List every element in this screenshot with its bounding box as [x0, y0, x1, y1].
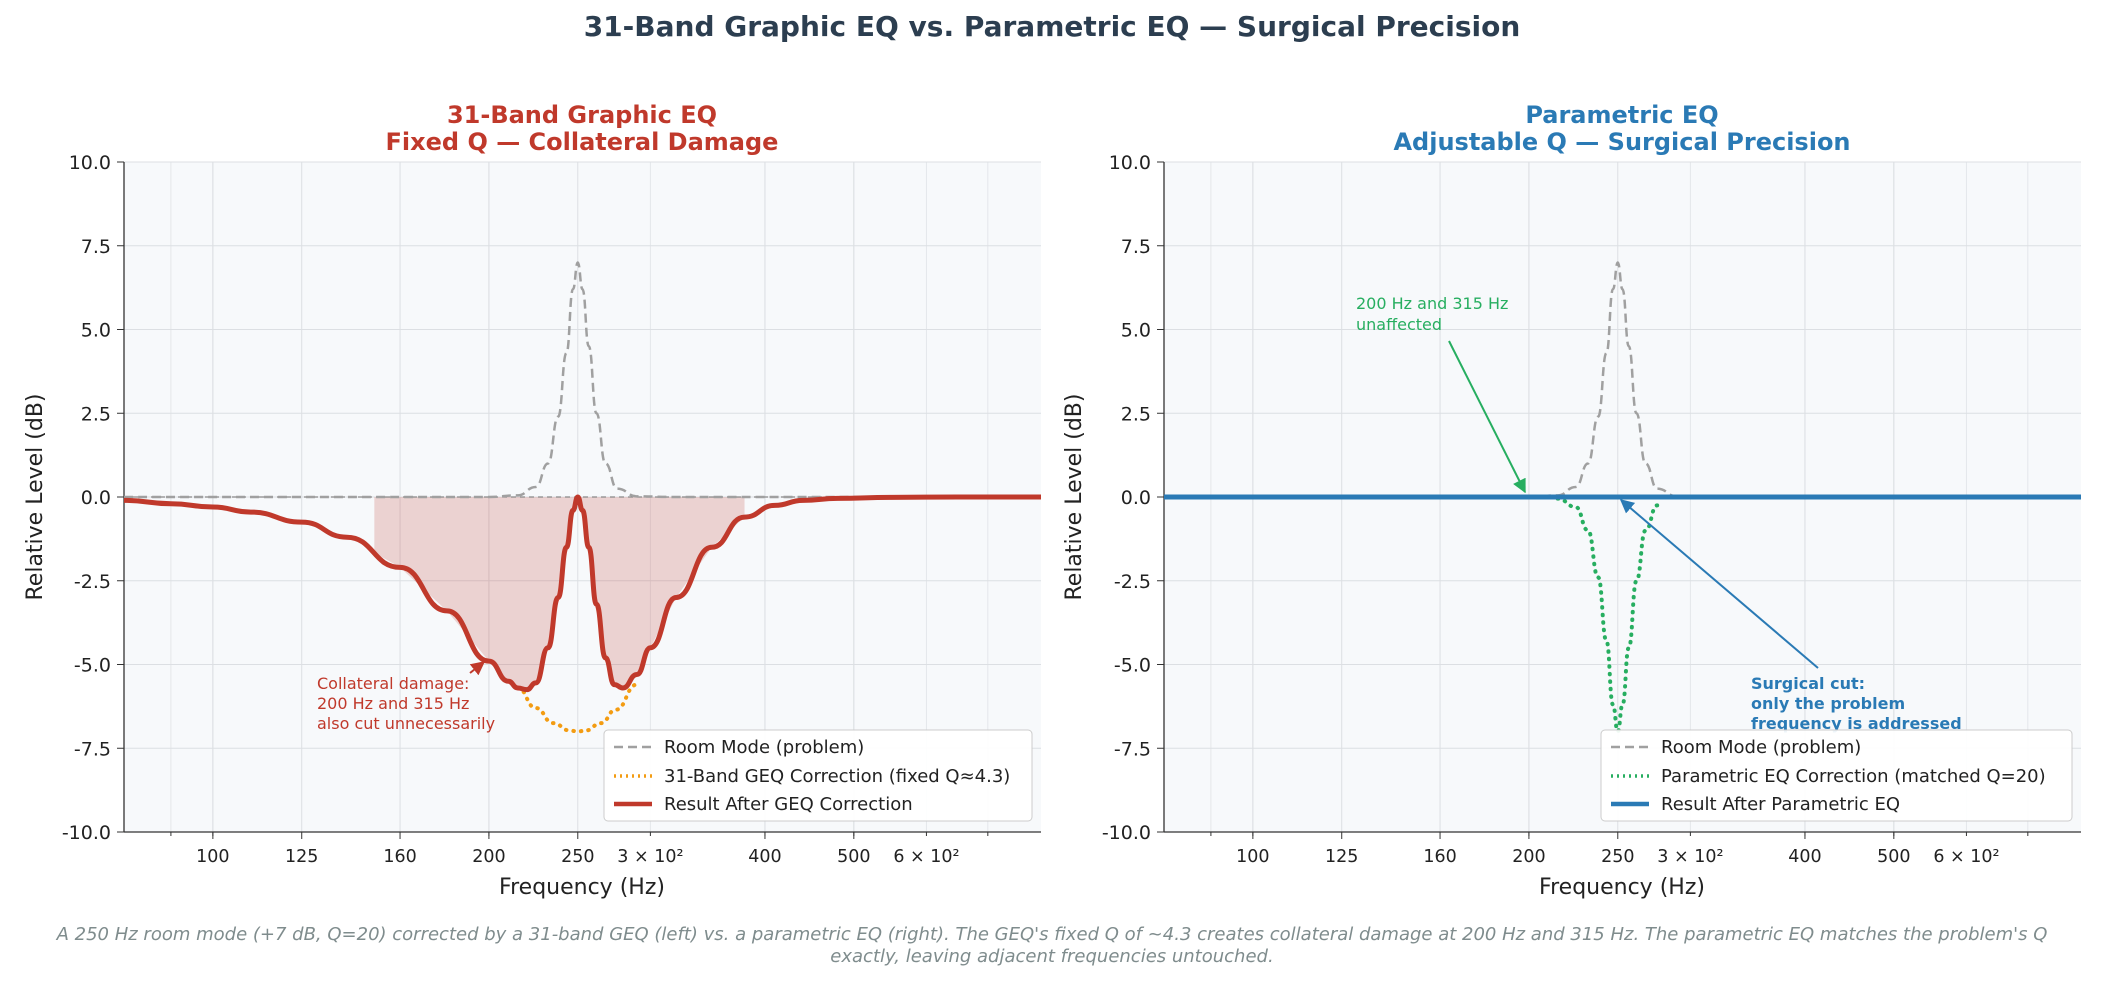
geq-x-tick-label: 200	[472, 847, 505, 867]
peq-y-tick-label: 2.5	[1121, 403, 1151, 425]
right-legend-box	[1600, 729, 2073, 822]
peq-y-tick-label: -2.5	[1114, 571, 1151, 593]
surgical-cut-note-line1: Surgical cut:	[1751, 674, 1865, 693]
peq-y-tick-label: 7.5	[1121, 236, 1151, 258]
left-x-axis-label: Frequency (Hz)	[499, 875, 665, 900]
right-x-axis-label: Frequency (Hz)	[1539, 875, 1705, 900]
legend-label-peq-result: Result After Parametric EQ	[1661, 794, 1900, 815]
surgical-cut-note-line2: only the problem	[1751, 694, 1905, 713]
geq-collateral-shading	[374, 497, 745, 690]
geq-y-tick-label: -5.0	[74, 655, 111, 677]
legend-label-peq-correction: Parametric EQ Correction (matched Q=20)	[1661, 766, 2046, 787]
geq-y-tick-label: 7.5	[81, 236, 111, 258]
peq-y-tick-label: -10.0	[1102, 822, 1151, 844]
geq-curves	[124, 261, 1041, 734]
geq-x-tick-label: 500	[837, 847, 870, 867]
geq-correction-line	[515, 682, 639, 734]
collateral-damage-note-line2: 200 Hz and 315 Hz	[317, 694, 469, 713]
left-legend-box	[603, 729, 1033, 822]
left-panel-subtitle: Fixed Q — Collateral Damage	[386, 128, 779, 156]
geq-result-line	[124, 494, 1041, 693]
geq-x-tick-label: 160	[383, 847, 416, 867]
right-y-axis-label: Relative Level (dB)	[1062, 393, 1087, 600]
caption-line1: A 250 Hz room mode (+7 dB, Q=20) correct…	[56, 924, 2048, 945]
geq-x-tick-label: 100	[196, 847, 229, 867]
geq-room-mode-line	[124, 261, 1041, 499]
graphic-eq-plot: 100 125 160 200 250 400 500 3 × 10² 6 × 10² -10.0…	[62, 152, 1041, 867]
right-panel-title: Parametric EQ	[1525, 101, 1718, 129]
peq-y-tick-label: 10.0	[1109, 152, 1151, 174]
peq-curves	[1164, 261, 2081, 734]
geq-x-sci-tick-label: 3 × 10²	[617, 847, 683, 867]
caption-line2: exactly, leaving adjacent frequencies un…	[830, 946, 1273, 967]
unaffected-arrow	[1448, 340, 1526, 494]
legend-label-room-mode: Room Mode (problem)	[664, 737, 864, 758]
peq-y-tick-label: -7.5	[1114, 738, 1151, 760]
geq-y-tick-label: 10.0	[69, 152, 111, 174]
unaffected-note-line2: unaffected	[1356, 315, 1442, 334]
surgical-cut-note-line3: frequency is addressed	[1751, 714, 1962, 733]
peq-x-tick-label: 400	[1788, 847, 1821, 867]
geq-x-sci-tick-label: 6 × 10²	[893, 847, 959, 867]
peq-x-tick-label: 100	[1236, 847, 1269, 867]
left-y-axis-label: Relative Level (dB)	[23, 393, 48, 600]
geq-y-tick-label: -7.5	[74, 738, 111, 760]
peq-x-tick-label: 160	[1423, 847, 1456, 867]
geq-y-tick-label: 0.0	[81, 487, 111, 509]
peq-y-tick-label: -5.0	[1114, 655, 1151, 677]
geq-y-tick-label: 2.5	[81, 403, 111, 425]
left-panel-title: 31-Band Graphic EQ	[447, 101, 717, 129]
peq-x-sci-tick-label: 3 × 10²	[1657, 847, 1723, 867]
geq-x-tick-label: 250	[561, 847, 594, 867]
legend-label-geq-correction: 31-Band GEQ Correction (fixed Q≈4.3)	[664, 766, 1010, 787]
legend-label-room-mode-right: Room Mode (problem)	[1661, 737, 1861, 758]
geq-x-tick-label: 400	[748, 847, 781, 867]
surgical-cut-arrow	[1619, 499, 1819, 669]
right-legend: Room Mode (problem) Parametric EQ Correc…	[1600, 729, 2073, 822]
figure-title: 31-Band Graphic EQ vs. Parametric EQ — S…	[584, 10, 1521, 43]
geq-x-tick-label: 125	[285, 847, 318, 867]
peq-x-tick-label: 250	[1601, 847, 1634, 867]
peq-x-sci-tick-label: 6 × 10²	[1933, 847, 1999, 867]
parametric-eq-plot: 100 125 160 200 250 400 500 3 × 10² 6 × 10² -10.0…	[1102, 152, 2081, 867]
collateral-damage-note-line3: also cut unnecessarily	[317, 714, 495, 733]
peq-correction-line	[1555, 496, 1660, 734]
peq-x-tick-label: 500	[1877, 847, 1910, 867]
geq-y-tick-label: -2.5	[74, 571, 111, 593]
unaffected-note-line1: 200 Hz and 315 Hz	[1356, 294, 1508, 313]
legend-label-geq-result: Result After GEQ Correction	[664, 794, 913, 815]
geq-y-tick-label: 5.0	[81, 320, 111, 342]
geq-y-tick-label: -10.0	[62, 822, 111, 844]
peq-y-tick-label: 0.0	[1121, 487, 1151, 509]
collateral-damage-note-line1: Collateral damage:	[317, 674, 469, 693]
peq-y-tick-label: 5.0	[1121, 320, 1151, 342]
collateral-damage-arrow	[469, 661, 486, 676]
right-panel-subtitle: Adjustable Q — Surgical Precision	[1393, 128, 1850, 156]
left-legend: Room Mode (problem) 31-Band GEQ Correcti…	[603, 729, 1033, 822]
peq-x-tick-label: 125	[1325, 847, 1358, 867]
peq-x-tick-label: 200	[1512, 847, 1545, 867]
